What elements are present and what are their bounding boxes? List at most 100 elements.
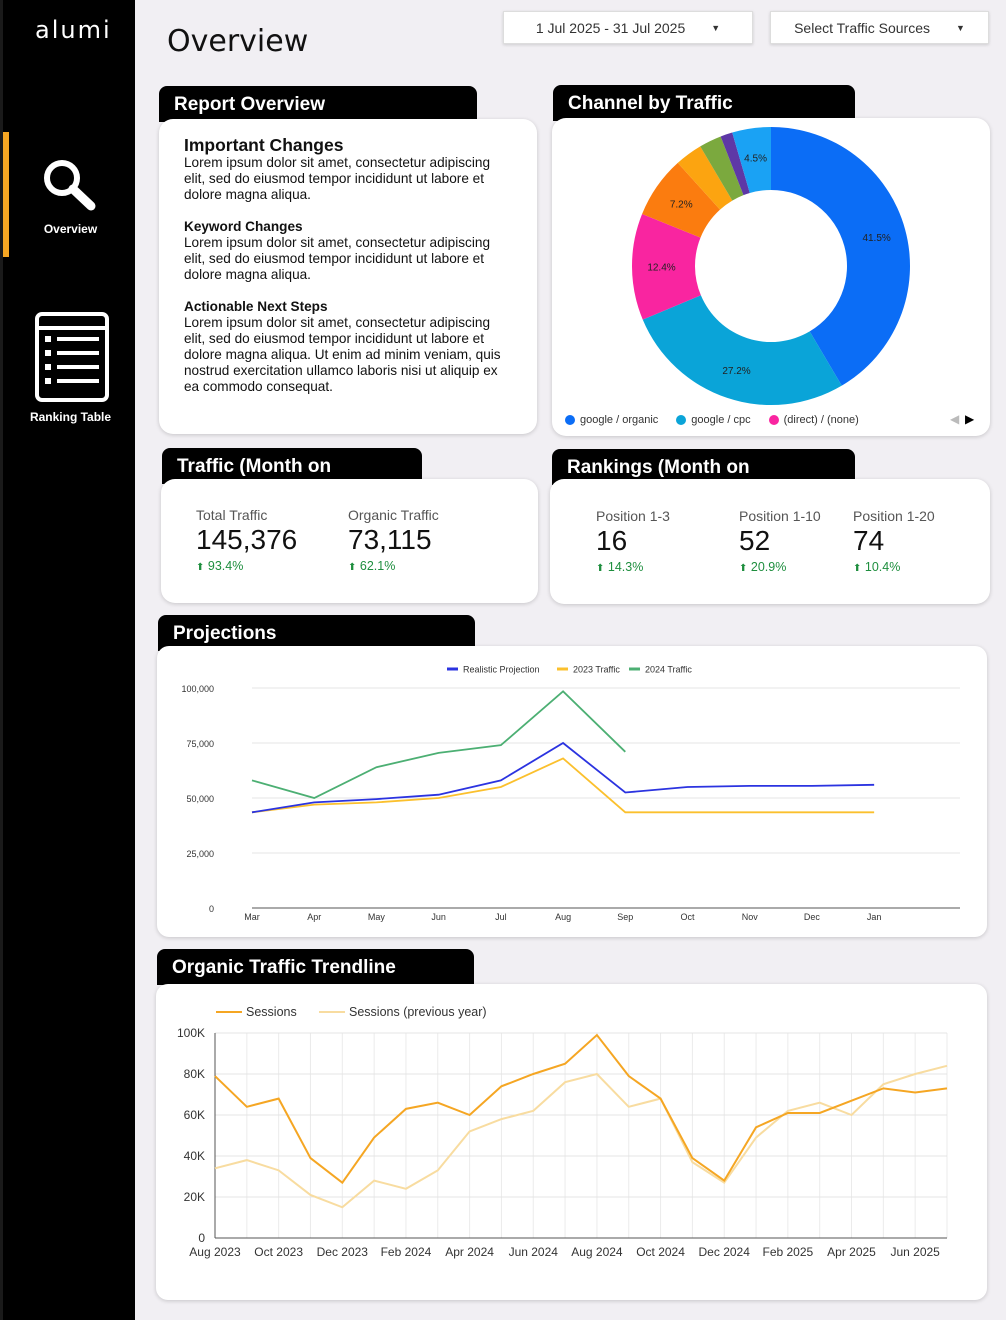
legend-label: google / cpc: [691, 414, 751, 426]
arrow-up-icon: ⬆: [739, 563, 748, 574]
kpi-label: Total Traffic: [196, 507, 268, 523]
magnifier-icon: [43, 160, 95, 211]
x-tick-label: Feb 2024: [381, 1245, 432, 1259]
legend-label: 2024 Traffic: [645, 665, 692, 675]
projections-card: 0 25,000 50,000 75,000 100,000 Mar Apr May Jun Ju…: [157, 646, 987, 937]
donut-slice: [732, 127, 771, 194]
trendline-card: 0 20K 40K 60K 80K 100K Aug 2023 Oct 2023 Dec 202…: [156, 984, 987, 1300]
x-tick-label: Apr 2025: [827, 1245, 876, 1259]
kpi-total-traffic: Total Traffic 145,376 ⬆ 93.4%: [196, 507, 297, 573]
x-tick-label: Mar: [244, 912, 260, 922]
legend-label: (direct) / (none): [783, 414, 859, 426]
report-overview-card: Important Changes Lorem ipsum dolor sit …: [159, 119, 537, 434]
x-tick-label: Jul: [495, 912, 507, 922]
kpi-position-1-10: Position 1-10 52 ⬆ 20.9%: [739, 508, 821, 574]
date-range-picker[interactable]: 1 Jul 2025 - 31 Jul 2025 ▼: [503, 11, 753, 44]
kpi-delta-value: 93.4%: [207, 559, 244, 573]
legend-label: 2023 Traffic: [573, 665, 620, 675]
y-tick-label: 80K: [184, 1067, 205, 1081]
slice-label: 27.2%: [722, 366, 750, 377]
projections-tab: Projections: [158, 615, 475, 651]
donut-slice: [771, 127, 910, 386]
traffic-tab: Traffic (Month on: [162, 448, 422, 484]
y-tick-label: 0: [209, 904, 214, 914]
x-tick-label: Oct 2023: [254, 1245, 303, 1259]
x-tick-label: Aug 2023: [189, 1245, 241, 1259]
x-tick-label: Feb 2025: [763, 1245, 814, 1259]
donut-slice: [642, 295, 842, 405]
channel-traffic-card: 41.5% 27.2% 12.4% 7.2% 4.5% google / organic…: [552, 118, 990, 436]
kpi-delta: ⬆ 62.1%: [348, 559, 439, 573]
y-tick-label: 75,000: [186, 739, 214, 749]
slice-label: 7.2%: [670, 199, 693, 210]
y-tick-label: 20K: [184, 1190, 205, 1204]
slice-label: 12.4%: [647, 263, 675, 274]
legend-label: Realistic Projection: [463, 665, 540, 675]
trendline-tab: Organic Traffic Trendline: [157, 949, 474, 985]
y-tick-label: 40K: [184, 1149, 205, 1163]
x-tick-label: Oct 2024: [636, 1245, 685, 1259]
arrow-up-icon: ⬆: [853, 563, 862, 574]
series-line: [251, 757, 875, 814]
x-tick-label: Apr: [307, 912, 321, 922]
next-steps-title: Actionable Next Steps: [184, 299, 328, 314]
legend-label: Sessions (previous year): [349, 1005, 487, 1019]
arrow-up-icon: ⬆: [596, 563, 605, 574]
traffic-card: Total Traffic 145,376 ⬆ 93.4% Organic Tr…: [161, 479, 538, 603]
slice-label: 41.5%: [862, 233, 890, 244]
important-changes-text: Lorem ipsum dolor sit amet, consectetur …: [184, 155, 490, 202]
arrow-up-icon: ⬆: [348, 562, 357, 573]
page-title: Overview: [167, 24, 309, 59]
donut-slice: [642, 162, 721, 238]
trendline-line-chart: 0 20K 40K 60K 80K 100K Aug 2023 Oct 2023 Dec 202…: [177, 1005, 948, 1259]
kpi-value: 52: [739, 525, 771, 556]
series-line: [214, 1064, 948, 1209]
traffic-sources-value: Select Traffic Sources: [794, 19, 930, 36]
rankings-card: Position 1-3 16 ⬆ 14.3% Position 1-10 52…: [550, 479, 990, 604]
x-tick-label: Apr 2024: [445, 1245, 494, 1259]
keyword-changes-text: Lorem ipsum dolor sit amet, consectetur …: [184, 235, 490, 282]
legend-label: Sessions: [246, 1005, 297, 1019]
kpi-delta: ⬆ 20.9%: [739, 560, 821, 574]
donut-slice: [720, 132, 750, 196]
sidebar-item-overview[interactable]: Overview: [3, 156, 138, 236]
table-list-icon: [34, 312, 109, 402]
donut-legend: google / organic google / cpc (direct) /…: [565, 414, 859, 426]
donut-slice: [700, 136, 744, 201]
series-line: [251, 741, 875, 814]
kpi-delta: ⬆ 93.4%: [196, 559, 297, 573]
report-overview-tab: Report Overview: [159, 86, 477, 122]
legend-label: google / organic: [580, 414, 659, 426]
x-tick-label: Jun 2024: [509, 1245, 559, 1259]
legend-next-icon[interactable]: ▶: [965, 412, 975, 426]
x-tick-label: Jan: [867, 912, 882, 922]
x-tick-label: Nov: [742, 912, 759, 922]
legend-swatch: [676, 415, 687, 425]
arrow-up-icon: ⬆: [196, 562, 205, 573]
kpi-label: Organic Traffic: [348, 507, 439, 523]
x-tick-label: Dec: [804, 912, 821, 922]
traffic-sources-dropdown[interactable]: Select Traffic Sources ▼: [770, 11, 989, 44]
legend-swatch: [565, 415, 575, 425]
y-tick-label: 0: [198, 1231, 205, 1245]
kpi-value: 16: [596, 525, 628, 556]
kpi-delta: ⬆ 14.3%: [596, 560, 670, 574]
channel-donut-chart: 41.5% 27.2% 12.4% 7.2% 4.5%: [632, 127, 910, 405]
kpi-position-1-3: Position 1-3 16 ⬆ 14.3%: [596, 508, 670, 574]
x-tick-label: Dec 2024: [699, 1245, 751, 1259]
y-tick-label: 100,000: [181, 684, 214, 694]
important-changes-title: Important Changes: [184, 135, 344, 155]
sidebar-item-ranking-table[interactable]: Ranking Table: [3, 311, 138, 424]
x-tick-label: May: [368, 912, 386, 922]
x-tick-label: Aug 2024: [571, 1245, 623, 1259]
y-tick-label: 50,000: [186, 794, 214, 804]
keyword-changes-title: Keyword Changes: [184, 219, 303, 234]
y-tick-label: 100K: [177, 1026, 205, 1040]
kpi-value: 145,376: [196, 524, 298, 555]
x-tick-label: Jun 2025: [890, 1245, 940, 1259]
next-steps-text: Lorem ipsum dolor sit amet, consectetur …: [184, 315, 501, 394]
legend-swatch: [768, 415, 779, 425]
legend-prev-icon[interactable]: ◀: [950, 412, 960, 426]
sidebar-item-label: Ranking Table: [29, 410, 112, 424]
donut-slice: [677, 146, 733, 210]
